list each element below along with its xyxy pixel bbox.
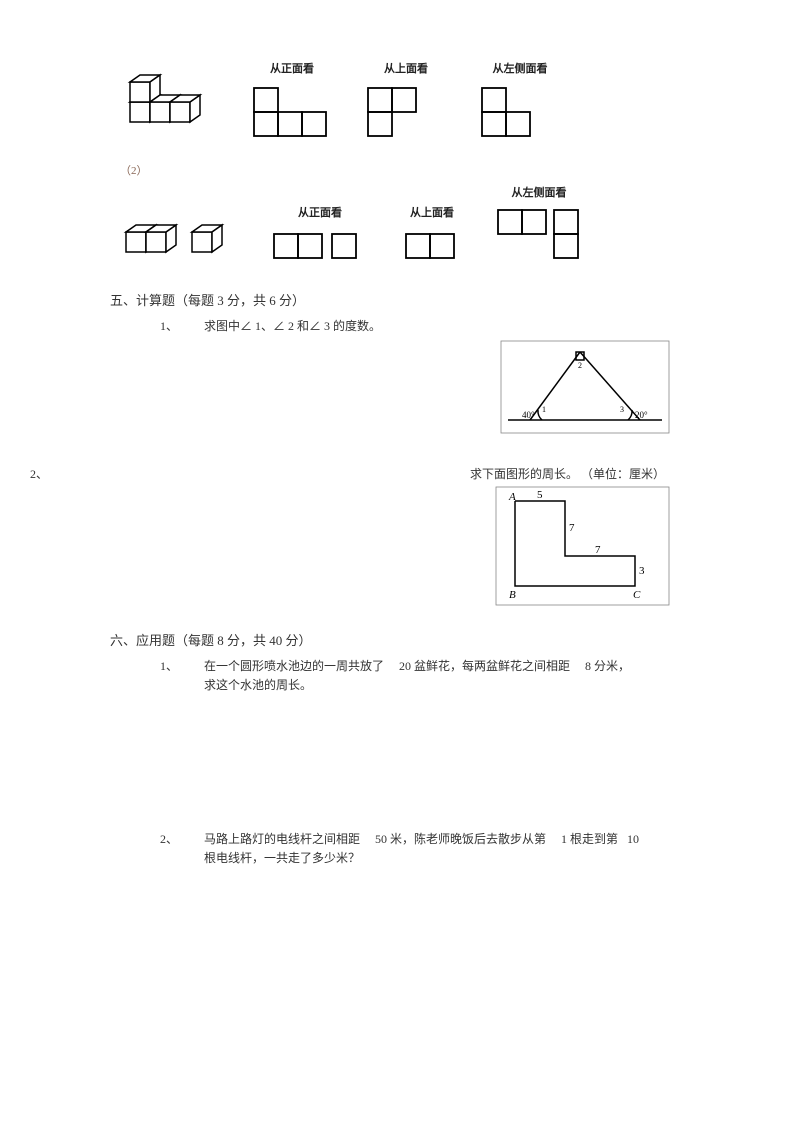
dim-top: 5 (537, 489, 543, 501)
front-view-2: 从正面看 (270, 204, 370, 266)
left-label: 从左侧面看 (493, 60, 548, 76)
svg-text:2: 2 (578, 361, 582, 370)
angle-figure: 40° 20° 1 2 3 (500, 340, 670, 435)
perimeter-figure-wrap: A B C 5 7 7 3 (0, 486, 670, 606)
views-row-2: 从正面看 从上面看 (120, 184, 800, 266)
s5-q2-text: 求下面图形的周长。 （单位：厘米） (470, 465, 665, 482)
s6-q2: 2、 马路上路灯的电线杆之间相距 50 米，陈老师晚饭后去散步从第 1 根走到第… (160, 830, 800, 868)
top-label: 从上面看 (384, 60, 428, 76)
part-2-label: （2） (120, 162, 800, 178)
top-view-1-svg (364, 82, 448, 142)
left-view-1: 从左侧面看 (478, 60, 562, 142)
label-C: C (633, 589, 641, 601)
top-view-2-svg (400, 226, 464, 266)
label-B: B (509, 589, 516, 601)
s5-q1: 1、 求图中∠ 1、∠ 2 和∠ 3 的度数。 (160, 317, 800, 336)
front-view-1: 从正面看 (250, 60, 334, 142)
s6-q2-body: 马路上路灯的电线杆之间相距 50 米，陈老师晚饭后去散步从第 1 根走到第 10… (204, 830, 800, 868)
svg-text:3: 3 (620, 405, 624, 414)
section-5-title: 五、计算题（每题 3 分，共 6 分） (110, 290, 800, 309)
iso-cubes-1 (120, 62, 220, 142)
left-view-1-svg (478, 82, 562, 142)
left-view-2: 从左侧面看 (494, 184, 584, 266)
top-label-2: 从上面看 (410, 204, 454, 220)
iso-cubes-2 (120, 206, 240, 266)
section-6-title: 六、应用题（每题 8 分，共 40 分） (110, 630, 800, 649)
front-view-2-svg (270, 226, 370, 266)
s6-q2-num: 2、 (160, 830, 184, 868)
s6-q1: 1、 在一个圆形喷水池边的一周共放了 20 盆鲜花，每两盆鲜花之间相距 8 分米… (160, 657, 800, 695)
angle-figure-wrap: 40° 20° 1 2 3 (0, 340, 670, 435)
s5-q2-num: 2、 (30, 465, 90, 482)
s6-q1-num: 1、 (160, 657, 184, 695)
angle-left-label: 40° (522, 410, 535, 420)
label-A: A (508, 491, 516, 503)
angle-right-label: 20° (635, 410, 648, 420)
top-view-1: 从上面看 (364, 60, 448, 142)
dim-v2: 3 (639, 565, 645, 577)
svg-text:1: 1 (542, 405, 546, 414)
dim-v1: 7 (569, 522, 575, 534)
front-label: 从正面看 (270, 60, 314, 76)
front-view-1-svg (250, 82, 334, 142)
perimeter-figure: A B C 5 7 7 3 (495, 486, 670, 606)
views-row-1: 从正面看 从上面看 (120, 60, 800, 142)
s5-q1-text: 求图中∠ 1、∠ 2 和∠ 3 的度数。 (204, 317, 800, 336)
top-view-2: 从上面看 (400, 204, 464, 266)
s6-q1-body: 在一个圆形喷水池边的一周共放了 20 盆鲜花，每两盆鲜花之间相距 8 分米， 求… (204, 657, 800, 695)
dim-h2: 7 (595, 544, 601, 556)
s5-q1-num: 1、 (160, 317, 184, 336)
s5-q2-row: 2、 求下面图形的周长。 （单位：厘米） (0, 465, 800, 482)
front-label-2: 从正面看 (298, 204, 342, 220)
left-view-2-svg (494, 206, 584, 266)
left-label-2: 从左侧面看 (512, 184, 567, 200)
worksheet-page: 从正面看 从上面看 (0, 0, 800, 868)
